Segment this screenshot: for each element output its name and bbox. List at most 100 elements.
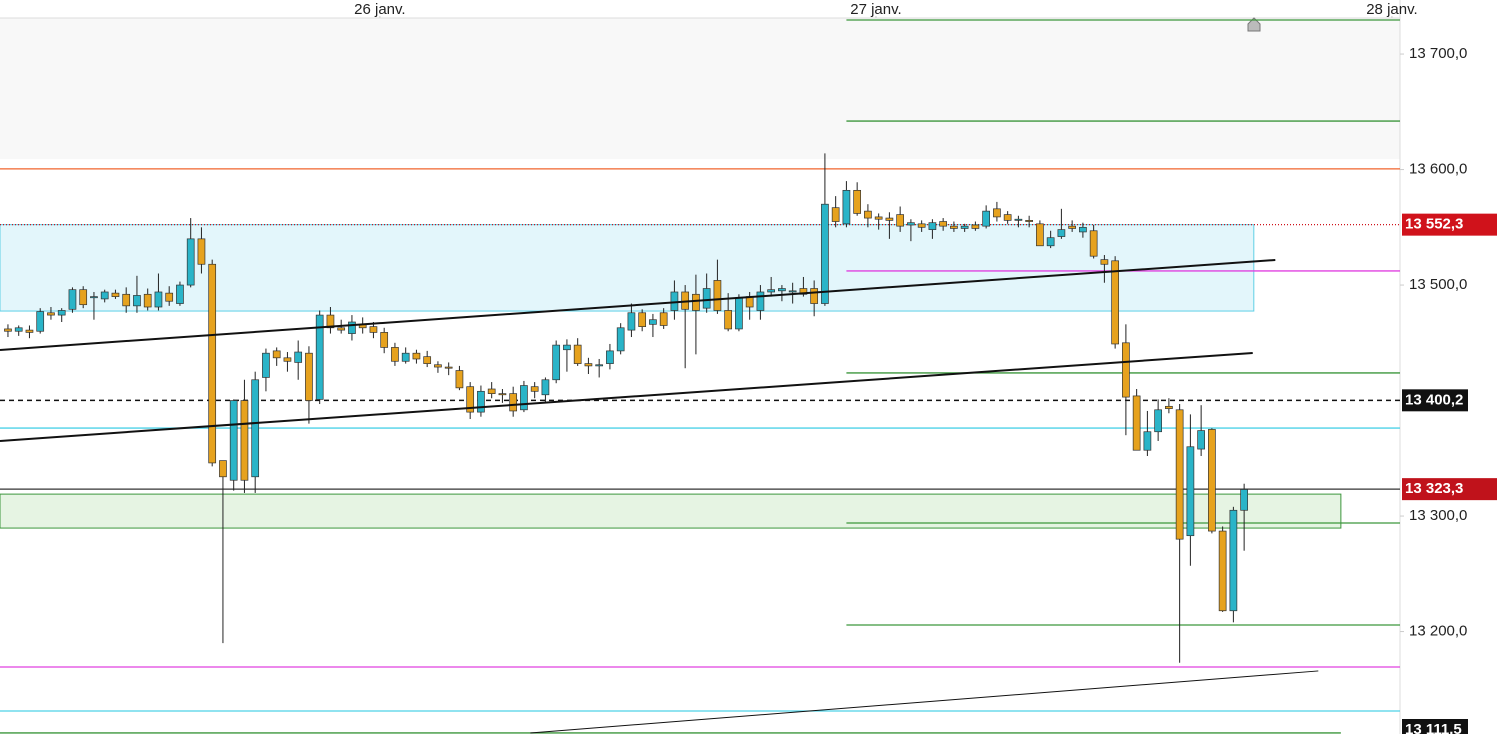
price-marker-label: 13 111,5	[1405, 721, 1462, 734]
candle-body	[100, 291, 109, 300]
price-marker	[1402, 213, 1497, 236]
candle-body	[971, 224, 980, 229]
candle-body	[541, 379, 550, 396]
candle-body	[240, 400, 249, 481]
candle-body	[1057, 229, 1066, 237]
candle-body	[143, 293, 152, 308]
candle-body	[896, 214, 905, 227]
candle-body	[219, 460, 227, 478]
candle-body	[262, 352, 270, 378]
candle-body	[176, 284, 184, 304]
candle-body	[1036, 223, 1044, 247]
x-tick-label: 26 janv.	[354, 1, 405, 18]
candle-body	[455, 370, 464, 389]
candle-body	[1175, 409, 1184, 540]
candle-body	[1003, 214, 1012, 221]
candle-body	[702, 288, 711, 309]
candle-body	[874, 216, 883, 220]
candle-body	[498, 393, 507, 396]
y-tick-label: 13 700,0	[1409, 45, 1467, 62]
candle-body	[1229, 509, 1238, 612]
candle-body	[1132, 395, 1141, 451]
candle-body	[552, 344, 561, 381]
candle-body	[294, 351, 303, 363]
candle-body	[627, 312, 636, 331]
candle-body	[1122, 342, 1130, 398]
candle-body	[380, 332, 389, 348]
candle-body	[993, 208, 1001, 218]
x-tick-label: 28 janv.	[1366, 1, 1417, 18]
candle-body	[1068, 225, 1076, 229]
candle-body	[1154, 409, 1162, 433]
candle-body	[305, 352, 313, 401]
candle-body	[810, 288, 819, 304]
candle-body	[154, 291, 163, 308]
candle-body	[337, 327, 346, 331]
candle-body	[831, 207, 840, 222]
candle-body	[821, 203, 829, 304]
candle-body	[412, 352, 421, 360]
candle-body	[907, 222, 915, 226]
x-tick-label: 27 janv.	[850, 1, 901, 18]
candle-body	[1089, 230, 1098, 257]
candle-body	[57, 310, 66, 316]
candle-body	[79, 289, 88, 306]
candle-body	[14, 327, 23, 332]
y-tick-label: 13 200,0	[1409, 623, 1467, 640]
candle-body	[563, 344, 571, 351]
trendline	[0, 258, 1276, 351]
candle-body	[423, 356, 432, 364]
candle-body	[133, 295, 141, 307]
candle-body	[842, 189, 851, 225]
candle-body	[36, 311, 45, 332]
price-marker-label: 13 323,3	[1405, 480, 1463, 497]
candle-body	[917, 223, 926, 228]
candle-body	[799, 288, 808, 295]
candle-body	[885, 217, 894, 221]
candle-body	[735, 297, 743, 330]
candle-body	[1025, 220, 1033, 222]
candle-body	[939, 221, 948, 227]
candle-body	[251, 379, 260, 478]
candle-body	[509, 393, 518, 412]
candle-body	[315, 314, 324, 400]
candle-body	[595, 364, 604, 367]
upper-band	[0, 18, 1400, 159]
candle-body	[283, 357, 292, 362]
candle-body	[391, 347, 399, 362]
candle-body	[1186, 446, 1195, 537]
price-marker-label: 13 552,3	[1405, 216, 1463, 233]
candle-body	[477, 390, 485, 413]
candle-body	[864, 210, 872, 219]
candle-body	[756, 291, 765, 311]
candle-body	[778, 288, 786, 292]
candle-body	[1143, 431, 1152, 451]
candle-body	[434, 364, 442, 368]
candle-body	[1218, 530, 1227, 612]
candle-body	[1111, 260, 1119, 345]
candle-body	[487, 388, 496, 394]
candle-body	[960, 225, 969, 229]
candle-body	[68, 289, 77, 310]
candle-body	[401, 352, 410, 362]
candle-body	[47, 312, 55, 316]
candle-body	[520, 385, 528, 411]
candle-body	[229, 400, 238, 481]
candle-body	[165, 292, 174, 302]
candle-body	[197, 238, 206, 265]
candle-body	[348, 321, 356, 334]
candle-body	[573, 344, 582, 364]
candle-body	[1197, 430, 1205, 450]
candle-body	[724, 310, 733, 330]
candle-body	[659, 312, 668, 326]
candle-body	[692, 293, 700, 311]
price-marker	[1402, 389, 1468, 412]
y-tick-label: 13 600,0	[1409, 161, 1467, 178]
y-tick-label: 13 300,0	[1409, 507, 1467, 524]
candle-body	[767, 289, 776, 293]
candle-body	[638, 312, 647, 327]
price-marker	[1402, 478, 1497, 501]
candle-body	[25, 329, 34, 333]
candle-body	[186, 238, 195, 286]
